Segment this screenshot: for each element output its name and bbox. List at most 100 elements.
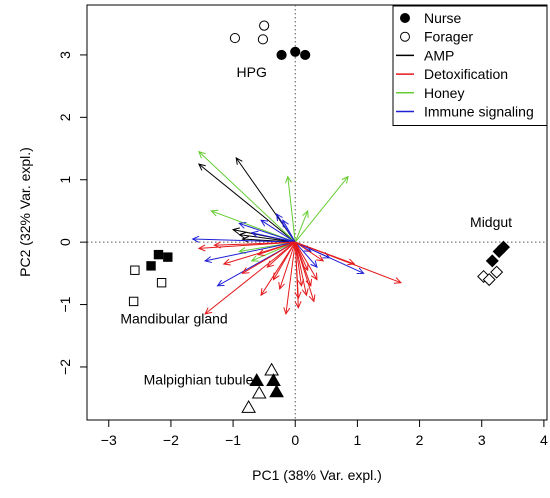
loading-arrow-head [250,255,259,262]
loading-arrow-shaft [242,241,296,274]
loading-arrow [283,242,296,316]
loading-arrow-head [191,235,200,243]
loading-arrow-head [297,279,305,287]
loading-arrow-shaft [294,176,349,243]
loading-arrow [238,222,296,243]
loading-arrow-head [347,258,356,266]
sample-point-diamond [477,269,491,283]
loading-arrow-head [310,260,318,268]
legend-item: AMP [396,47,454,63]
sample-point-circle [290,46,301,57]
sample-point-diamond [492,244,506,259]
sample-point-triangle [264,362,279,376]
sample-point-triangle [266,373,281,387]
loading-arrow-head [294,291,302,300]
loading-arrow-head [238,222,247,229]
loading-arrow-head [316,254,325,262]
loading-arrow-head [310,272,318,281]
loading-arrow-head [260,288,268,297]
loading-arrow-head [272,272,280,281]
loading-arrow [294,209,309,243]
loading-arrow [210,209,296,243]
loading-arrow-head [256,249,265,257]
loading-arrow-shaft [214,241,296,246]
legend-item: Nurse [400,10,462,26]
loading-arrow-shaft [294,242,302,286]
sample-point-circle [229,32,241,44]
x-tick-label: 0 [291,432,299,448]
loading-arrow [198,150,296,243]
sample-point-square [130,265,140,275]
loading-arrow [295,241,402,284]
loading-arrow [282,219,296,243]
y-tick-label: 2 [57,113,73,121]
loading-arrow-head [341,175,349,184]
loading-arrow-head [250,230,259,238]
loading-arrow-head [294,301,302,309]
sample-points [128,20,510,413]
loading-vectors [191,150,402,316]
sample-point-square [128,296,139,307]
x-tick-label: 2 [416,432,424,448]
loading-arrow-shaft [282,220,296,243]
loading-arrow-shaft [205,241,296,262]
sample-point-circle [259,20,270,31]
loading-arrow-head [282,219,289,228]
loading-arrow [203,241,296,264]
sample-point-square [156,278,167,288]
sample-point-circle [300,49,311,61]
loading-arrow-shaft [192,238,296,243]
legend-item: Detoxification [396,66,508,82]
loading-arrow-shaft [294,241,312,286]
loading-arrow-head [260,219,269,227]
loading-arrow [238,231,296,243]
sample-point-diamond [490,265,504,279]
legend-label: Honey [424,85,464,101]
loading-arrow-shaft [260,219,296,243]
loading-arrow [294,241,318,281]
sample-point-triangle [249,373,265,387]
loading-arrow [260,219,296,243]
y-tick-label: 3 [57,51,73,59]
loading-arrow-head [216,279,225,287]
loading-arrow-head [241,235,250,243]
sample-point-triangle [251,385,267,399]
loading-arrow-head [222,258,231,266]
y-tick-label: −1 [57,296,73,312]
reference-lines [87,5,547,420]
sample-point-diamond [485,254,499,268]
loading-arrow [294,242,305,287]
legend-item: Immune signaling [396,104,534,120]
sample-point-triangle [241,400,256,413]
legend-box [392,5,548,126]
loading-arrow-shaft [279,241,296,290]
loading-arrow-head [213,241,222,249]
sample-point-triangle [269,384,284,398]
loading-arrow-head [204,307,213,315]
loading-arrow-head [284,175,292,184]
loading-arrow-shaft [294,210,309,243]
loading-arrow-head [210,209,219,217]
loading-arrow-head [241,267,250,274]
loading-arrow [278,241,296,291]
loading-arrow [204,241,296,315]
sample-point-square [153,249,164,260]
loading-arrow [266,241,296,268]
loading-arrow-head [203,256,213,264]
group-label: Midgut [470,214,512,230]
loading-arrow-shaft [257,241,296,256]
x-tick-label: −1 [225,432,241,448]
legend: Nurse Forager AMP Detoxification Honey Immune… [392,5,548,126]
loading-arrow-shaft [294,242,307,296]
legend-label: Nurse [424,10,462,26]
loading-arrow [284,175,296,243]
x-tick-label: 4 [540,432,548,448]
legend-label: AMP [424,47,454,63]
loading-arrow-head [301,288,309,297]
legend-symbol [400,13,410,23]
loading-arrow-shaft [266,241,296,268]
loading-arrow [272,241,296,281]
y-tick-label: 1 [57,176,73,184]
loading-arrow-head [238,231,247,239]
